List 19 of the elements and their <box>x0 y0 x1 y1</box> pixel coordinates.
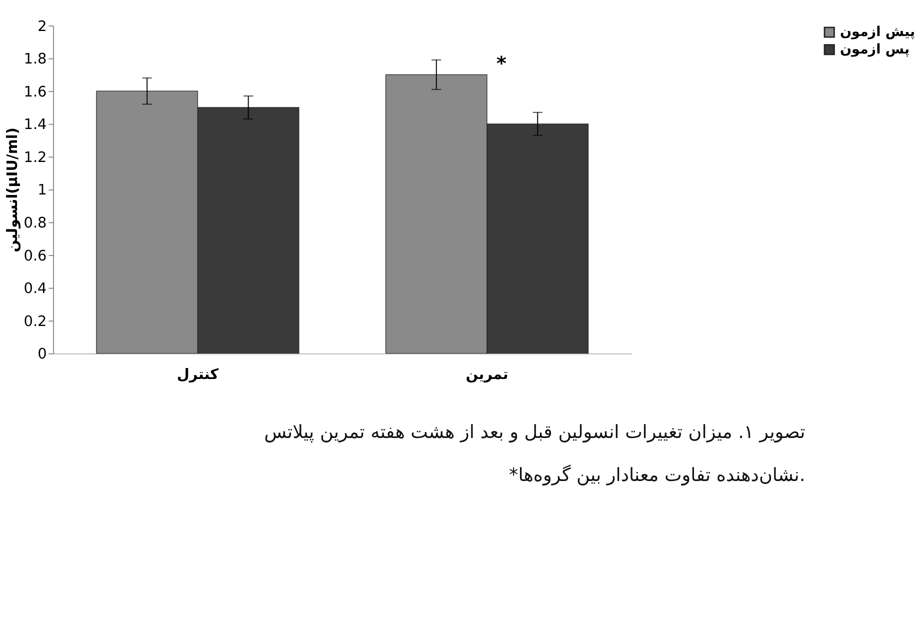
text: *نشان‌دهنده تفاوت معنادار بین گروه‌ها. <box>509 464 806 486</box>
y-tick-label: 1 <box>38 182 47 199</box>
legend-label: پس ازمون <box>840 41 910 58</box>
y-tick-label: 0.4 <box>24 281 47 298</box>
y-tick-label: 0 <box>38 346 47 363</box>
y-tick-label: 2 <box>38 18 47 35</box>
y-tick-label: 0.6 <box>24 248 47 264</box>
annotation: * <box>496 52 507 75</box>
text: تصویر ۱. میزان تغییرات انسولین قبل و بعد از هشت هفته تمرین پیلاتس <box>264 422 806 443</box>
y-tick-label: 1.6 <box>24 84 47 100</box>
x-tick-label: تمرین <box>466 366 508 383</box>
y-tick-label: 0.8 <box>24 216 47 232</box>
y-axis-title: انسولین(µIU/ml) <box>5 128 22 252</box>
legend-label: پیش ازمون <box>840 24 916 40</box>
y-tick-label: 1.8 <box>24 52 47 68</box>
y-tick-label: 1.4 <box>24 117 47 134</box>
x-tick-label: کنترل <box>176 366 220 383</box>
y-tick-label: 1.2 <box>24 150 47 166</box>
y-tick-label: 0.2 <box>24 314 47 330</box>
